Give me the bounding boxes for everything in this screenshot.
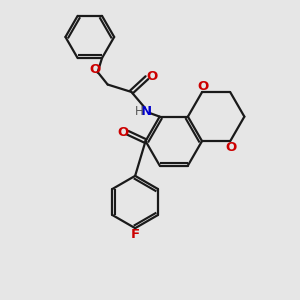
Text: O: O xyxy=(197,80,208,93)
Text: O: O xyxy=(225,140,236,154)
Text: O: O xyxy=(117,126,128,139)
Text: O: O xyxy=(146,70,158,83)
Text: O: O xyxy=(89,63,101,76)
Text: N: N xyxy=(141,105,152,118)
Text: F: F xyxy=(130,228,140,241)
Text: H: H xyxy=(134,105,143,118)
